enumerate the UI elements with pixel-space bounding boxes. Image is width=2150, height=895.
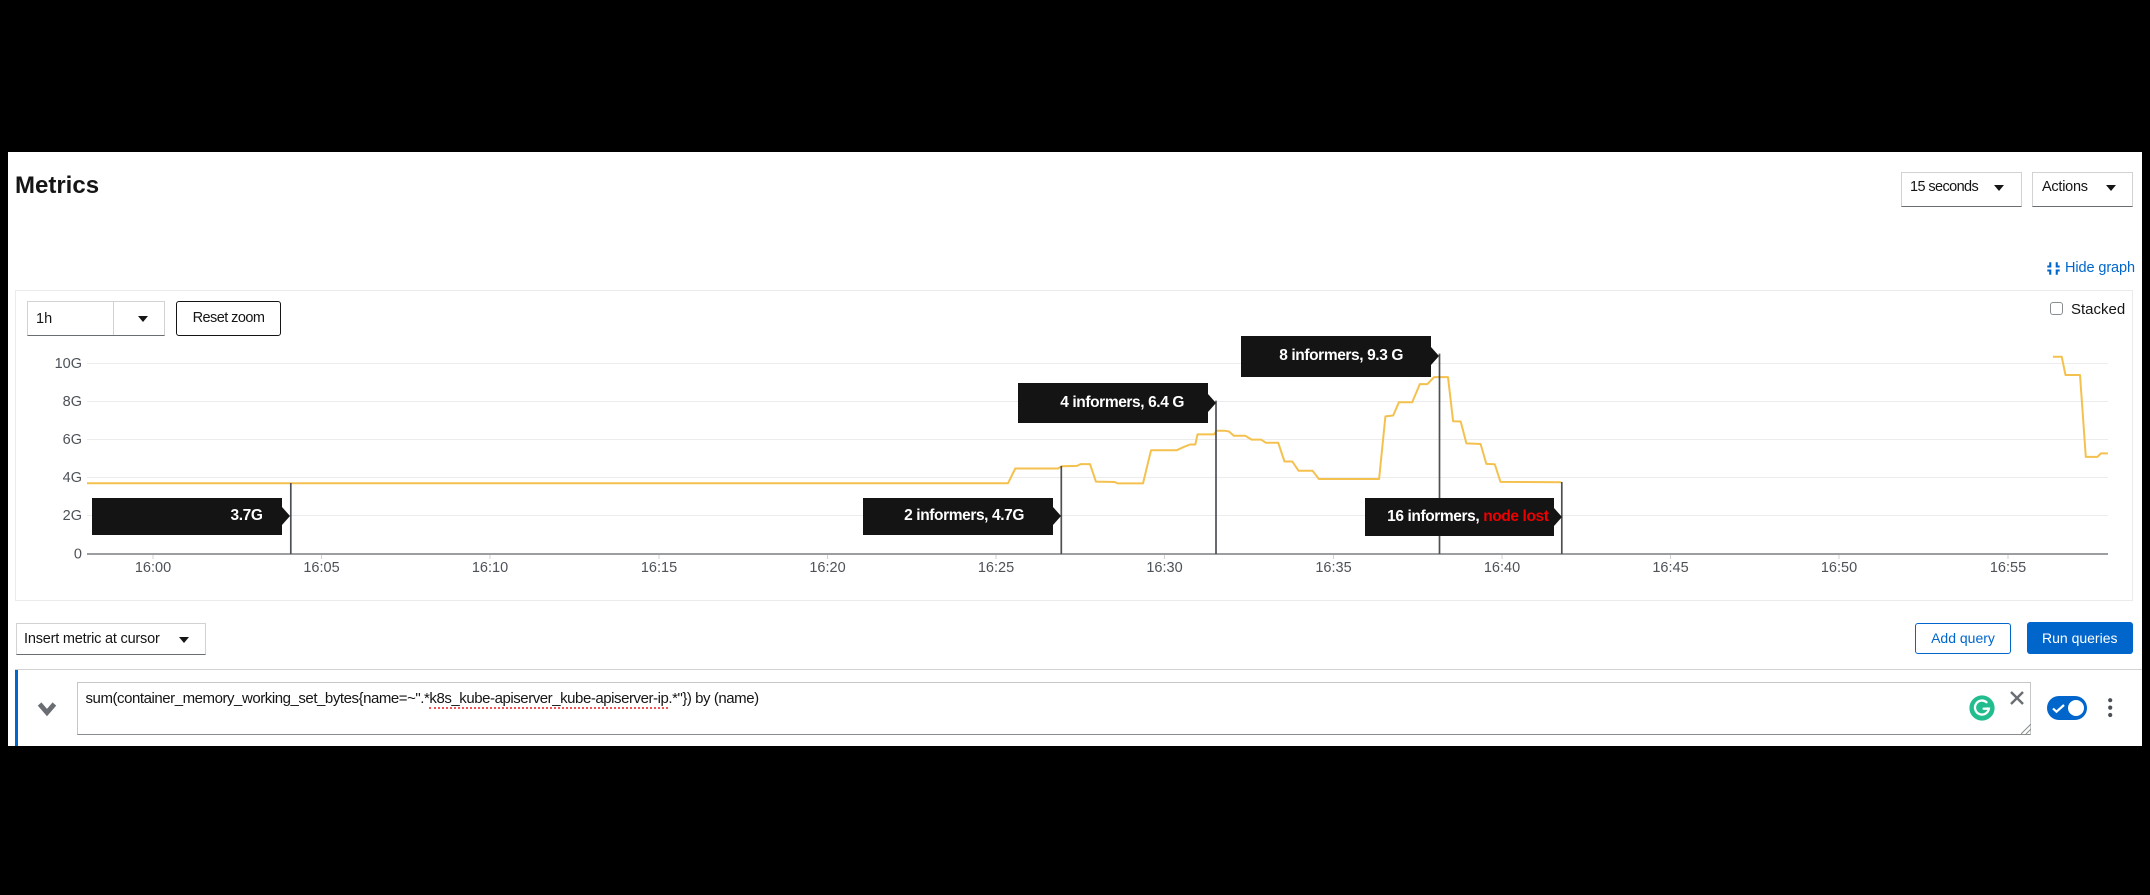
svg-text:16:20: 16:20 [809, 560, 845, 576]
svg-text:16:25: 16:25 [978, 560, 1014, 576]
svg-text:16:00: 16:00 [135, 560, 171, 576]
svg-text:8G: 8G [63, 394, 82, 410]
svg-text:10G: 10G [55, 356, 82, 372]
svg-text:16:35: 16:35 [1315, 560, 1351, 576]
svg-text:6G: 6G [63, 432, 82, 448]
svg-text:16:15: 16:15 [641, 560, 677, 576]
svg-text:4G: 4G [63, 470, 82, 486]
svg-text:16:05: 16:05 [303, 560, 339, 576]
svg-text:16:45: 16:45 [1652, 560, 1688, 576]
svg-text:16:55: 16:55 [1990, 560, 2026, 576]
svg-text:16:40: 16:40 [1484, 560, 1520, 576]
svg-text:2G: 2G [63, 508, 82, 524]
svg-text:0: 0 [74, 547, 82, 563]
svg-text:16:50: 16:50 [1821, 560, 1857, 576]
svg-text:16:30: 16:30 [1146, 560, 1182, 576]
svg-text:16:10: 16:10 [472, 560, 508, 576]
